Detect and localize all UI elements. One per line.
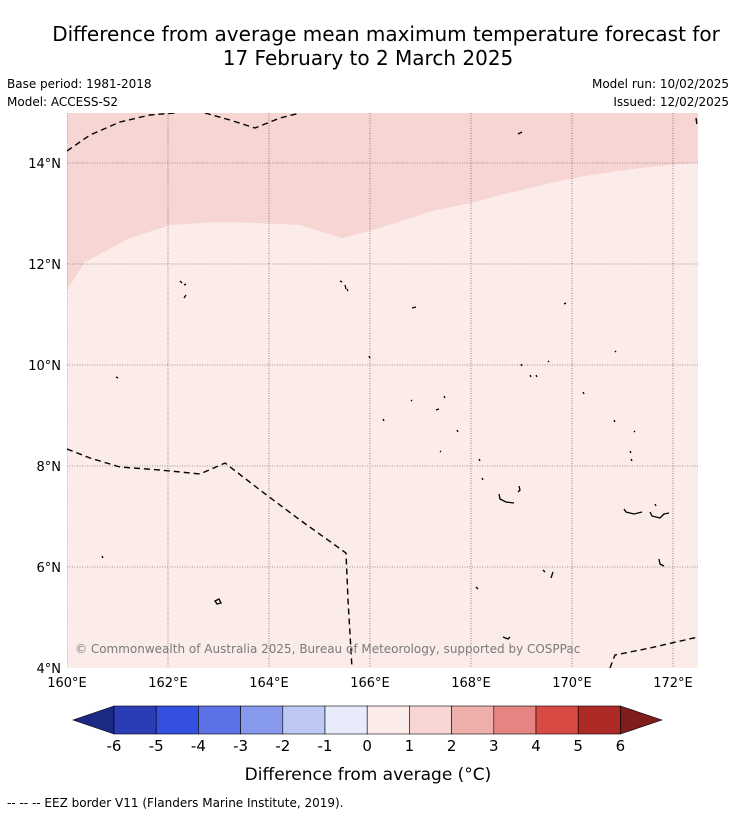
lat-label: 8°N [37, 460, 62, 475]
lon-label: 164°E [249, 676, 289, 691]
colorbar-tick-label: 6 [616, 737, 626, 755]
lon-label: 172°E [653, 676, 693, 691]
anomaly-band-1-2 [67, 113, 698, 290]
latitude-labels: 14°N 12°N 10°N 8°N 6°N 4°N [28, 157, 61, 677]
colorbar-segment [282, 705, 326, 735]
colorbar-tick-label: 1 [405, 737, 415, 755]
colorbar-tick-label: 4 [531, 737, 541, 755]
eez-legend-footnote: -- -- -- EEZ border V11 (Flanders Marine… [7, 796, 344, 810]
colorbar-extend-max [620, 705, 663, 735]
colorbar-segment [577, 705, 621, 735]
colorbar-extend-min [72, 705, 115, 735]
islands [101, 131, 670, 640]
colorbar-segment [451, 705, 495, 735]
meta-left: Base period: 1981-2018 Model: ACCESS-S2 [7, 75, 152, 111]
colorbar-segment [409, 705, 452, 735]
lon-label: 166°E [350, 676, 390, 691]
lon-label: 168°E [451, 676, 491, 691]
lat-label: 6°N [37, 561, 62, 576]
colorbar-tick-label: -6 [107, 737, 122, 755]
model-run: Model run: 10/02/2025 [591, 77, 729, 91]
colorbar: -6 -5 -4 -3 -2 -1 0 1 2 3 4 5 6 [72, 705, 663, 755]
colorbar-segment [240, 705, 284, 735]
colorbar-tick-label: 3 [489, 737, 499, 755]
colorbar-segment [493, 705, 537, 735]
map-plot-area [67, 113, 698, 668]
colorbar-tick-label: -4 [191, 737, 206, 755]
model-name: Model: ACCESS-S2 [7, 95, 119, 109]
colorbar-tick-label: -2 [275, 737, 290, 755]
longitude-labels: 160°E 162°E 164°E 166°E 168°E 170°E 172°… [47, 676, 693, 691]
lon-label: 160°E [47, 676, 87, 691]
meta-right: Model run: 10/02/2025 Issued: 12/02/2025 [592, 75, 729, 111]
colorbar-segment [155, 705, 199, 735]
issued-date: Issued: 12/02/2025 [613, 95, 729, 109]
colorbar-tick-label: -1 [318, 737, 333, 755]
colorbar-segment [113, 705, 157, 735]
chart-title: Difference from average mean maximum tem… [0, 22, 736, 70]
colorbar-segment [366, 705, 410, 735]
base-period: Base period: 1981-2018 [7, 77, 152, 91]
grid-lines [67, 113, 698, 668]
colorbar-tick-label: 2 [447, 737, 457, 755]
colorbar-label: Difference from average (°C) [245, 765, 492, 785]
lat-label: 14°N [28, 157, 61, 172]
eez-borders [67, 113, 698, 668]
colorbar-tick-label: 5 [573, 737, 583, 755]
title-line-1: Difference from average mean maximum tem… [52, 22, 720, 46]
copyright-notice: © Commonwealth of Australia 2025, Bureau… [75, 642, 580, 656]
title-line-2: 17 February to 2 March 2025 [222, 46, 514, 70]
lon-label: 162°E [148, 676, 188, 691]
colorbar-segment [535, 705, 579, 735]
colorbar-tick-label: 0 [362, 737, 372, 755]
colorbar-tick-label: -3 [233, 737, 248, 755]
lon-label: 170°E [552, 676, 592, 691]
colorbar-segment [198, 705, 241, 735]
lat-label: 4°N [37, 662, 62, 677]
lat-label: 10°N [28, 359, 61, 374]
lat-label: 12°N [28, 258, 61, 273]
colorbar-tick-label: -5 [149, 737, 164, 755]
colorbar-segment [324, 705, 368, 735]
